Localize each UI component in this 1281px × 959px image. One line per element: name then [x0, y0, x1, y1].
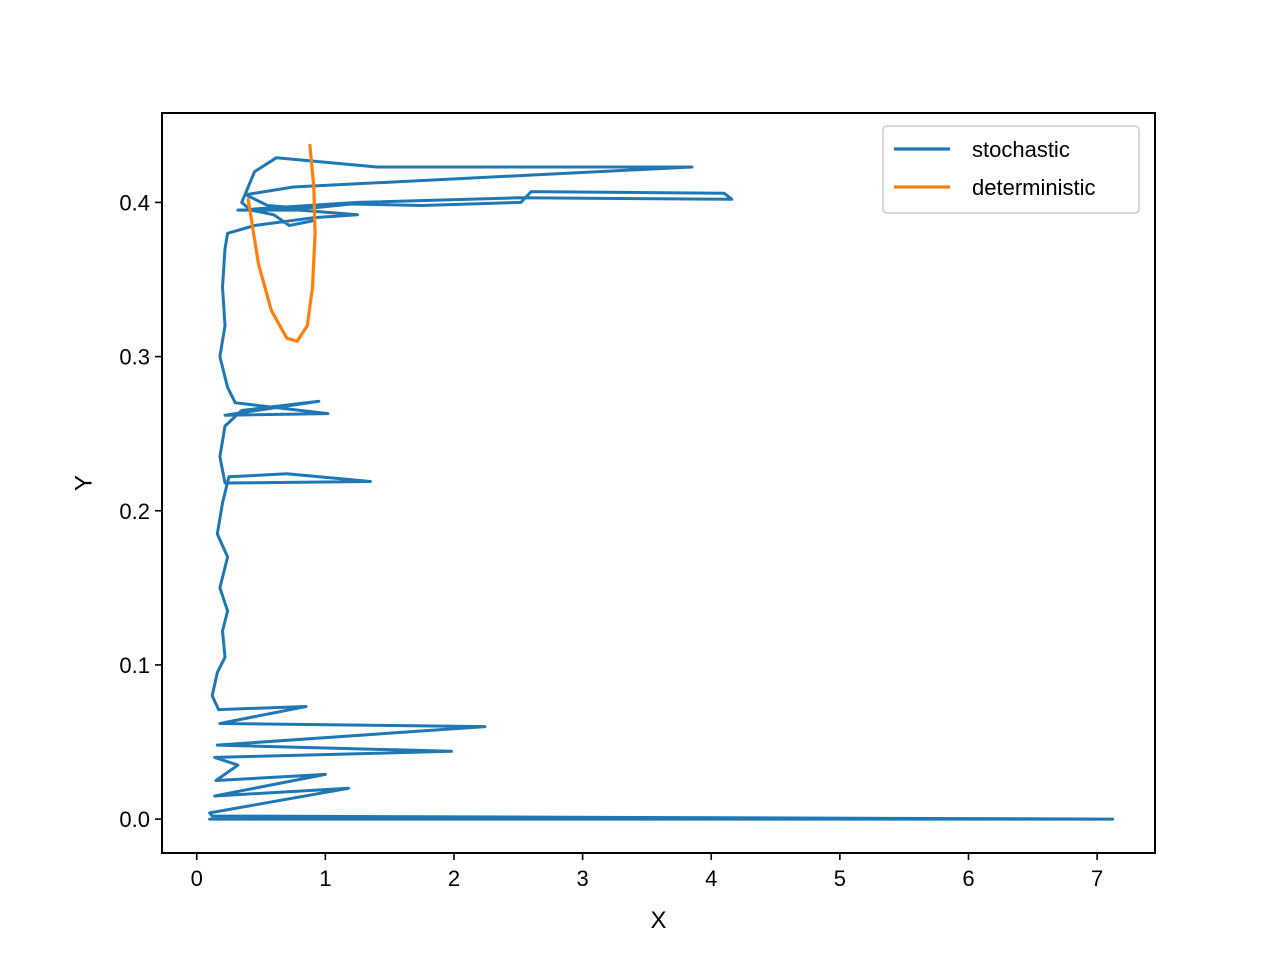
legend: stochastic deterministic — [882, 125, 1140, 214]
axis-ticks: 0 1 2 3 4 5 6 7 0.0 0.1 0.2 0.3 0.4 — [119, 190, 1103, 891]
y-tick-label: 0.0 — [119, 807, 150, 832]
x-tick-label: 6 — [962, 866, 974, 891]
legend-label-deterministic: deterministic — [972, 175, 1095, 200]
series-line-deterministic — [246, 143, 317, 343]
x-tick-label: 0 — [191, 866, 203, 891]
x-tick-label: 5 — [834, 866, 846, 891]
x-tick-label: 3 — [576, 866, 588, 891]
series-layer — [208, 143, 1115, 821]
y-tick-label: 0.1 — [119, 653, 150, 678]
x-tick-label: 2 — [448, 866, 460, 891]
series-line-stochastic — [208, 156, 1115, 821]
y-tick-label: 0.2 — [119, 499, 150, 524]
x-axis-label: X — [650, 907, 666, 934]
axes-frame — [161, 112, 1156, 854]
y-axis-label: Y — [70, 475, 97, 491]
x-tick-label: 7 — [1091, 866, 1103, 891]
legend-label-stochastic: stochastic — [972, 137, 1070, 162]
x-tick-label: 1 — [319, 866, 331, 891]
y-tick-label: 0.3 — [119, 345, 150, 370]
x-tick-label: 4 — [705, 866, 717, 891]
y-tick-label: 0.4 — [119, 190, 150, 215]
